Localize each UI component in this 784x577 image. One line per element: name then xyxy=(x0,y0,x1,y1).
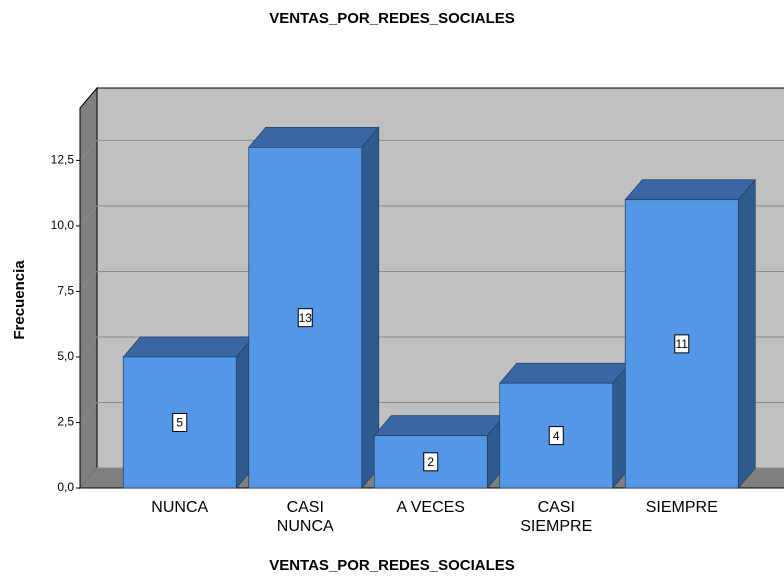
x-tick-label: CASI NUNCA xyxy=(276,499,334,535)
x-tick-label: SIEMPRE xyxy=(645,499,718,516)
x-tick-label: CASI SIEMPRE xyxy=(520,499,593,535)
x-tick-label: NUNCA xyxy=(151,499,209,516)
bar-top xyxy=(624,179,757,201)
y-tick-label: 0,0 xyxy=(57,480,74,494)
y-axis-title: Frecuencia xyxy=(11,260,28,340)
y-tick-label: 12,5 xyxy=(51,153,75,167)
value-label: 13 xyxy=(299,311,313,325)
y-tick-label: 10,0 xyxy=(51,218,75,232)
y-tick-label: 7,5 xyxy=(57,284,74,298)
value-label-box xyxy=(423,452,439,472)
bar-top xyxy=(498,362,631,384)
chart-title: VENTAS_POR_REDES_SOCIALES xyxy=(269,10,515,27)
y-tick-label: 5,0 xyxy=(57,349,74,363)
value-label: 5 xyxy=(176,416,183,430)
bar-side xyxy=(737,178,756,489)
value-label-box xyxy=(297,308,313,328)
x-tick-label: A VECES xyxy=(396,499,465,516)
grid-line xyxy=(79,139,784,161)
y-tick-label: 2,5 xyxy=(57,415,74,429)
value-label-box xyxy=(674,334,690,354)
value-label: 4 xyxy=(553,429,560,443)
grid-line xyxy=(79,336,784,358)
value-label: 2 xyxy=(427,455,434,469)
bar-top xyxy=(247,126,380,148)
grid-line xyxy=(79,205,784,227)
value-label-box xyxy=(548,426,564,446)
value-label-box xyxy=(172,412,188,432)
value-label: 11 xyxy=(676,337,689,351)
x-axis-title: VENTAS_POR_REDES_SOCIALES xyxy=(269,557,515,574)
grid-line xyxy=(79,270,784,292)
bar-top xyxy=(122,336,255,358)
bar-top xyxy=(373,415,506,436)
